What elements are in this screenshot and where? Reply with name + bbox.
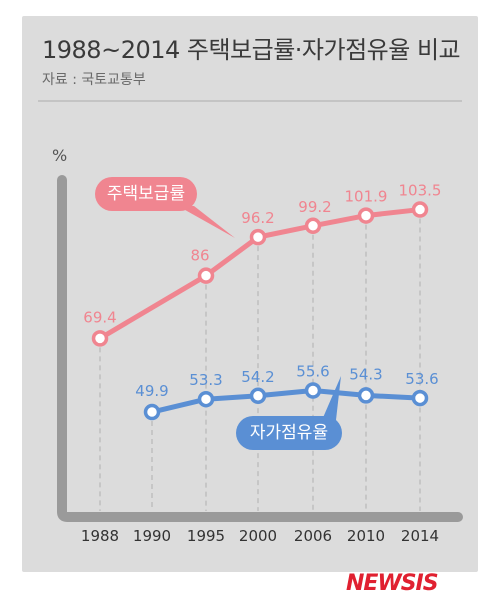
data-point	[249, 387, 267, 405]
legend-owner-rate: 자가점유율	[236, 416, 342, 450]
y-unit-label: %	[52, 146, 68, 165]
x-tick-label: 1990	[133, 527, 171, 545]
x-tick-label: 2006	[294, 527, 332, 545]
data-point	[411, 389, 429, 407]
data-point	[304, 217, 322, 235]
data-label: 103.5	[399, 182, 442, 200]
data-point	[143, 403, 161, 421]
data-label: 69.4	[83, 308, 116, 326]
data-label: 86	[190, 247, 209, 265]
data-point	[197, 267, 215, 284]
data-label: 55.6	[296, 363, 329, 381]
data-point	[357, 207, 375, 224]
data-point	[197, 390, 215, 408]
series-line-0	[97, 207, 423, 341]
chart-frame	[22, 16, 478, 572]
x-tick-label: 2010	[347, 527, 385, 545]
legend-owner-pointer	[322, 376, 341, 420]
legend-supply-pointer	[178, 206, 235, 238]
data-point	[411, 201, 429, 218]
data-label: 49.9	[135, 382, 168, 400]
data-label: 54.2	[241, 368, 274, 386]
title-divider	[38, 100, 462, 102]
chart-title: 1988~2014 주택보급률·자가점유율 비교	[42, 36, 461, 64]
data-label: 54.3	[349, 365, 382, 383]
chart-axis	[57, 175, 463, 522]
legend-supply-rate: 주택보급률	[95, 177, 197, 211]
newsis-logo: NEWSIS	[346, 571, 439, 596]
x-tick-label: 2000	[239, 527, 277, 545]
series-line-1	[149, 388, 423, 415]
data-label: 99.2	[298, 198, 331, 216]
data-point	[304, 382, 322, 399]
x-tick-label: 1995	[187, 527, 225, 545]
x-tick-label: 1988	[81, 527, 119, 545]
data-label: 53.6	[405, 370, 438, 388]
data-point	[357, 387, 375, 404]
x-tick-label: 2014	[401, 527, 439, 545]
data-label: 96.2	[241, 209, 274, 227]
data-label: 101.9	[345, 188, 388, 206]
data-point	[91, 330, 109, 347]
data-point	[249, 228, 267, 246]
source-note: 자료 : 국토교통부	[42, 72, 146, 88]
data-label: 53.3	[189, 371, 222, 389]
